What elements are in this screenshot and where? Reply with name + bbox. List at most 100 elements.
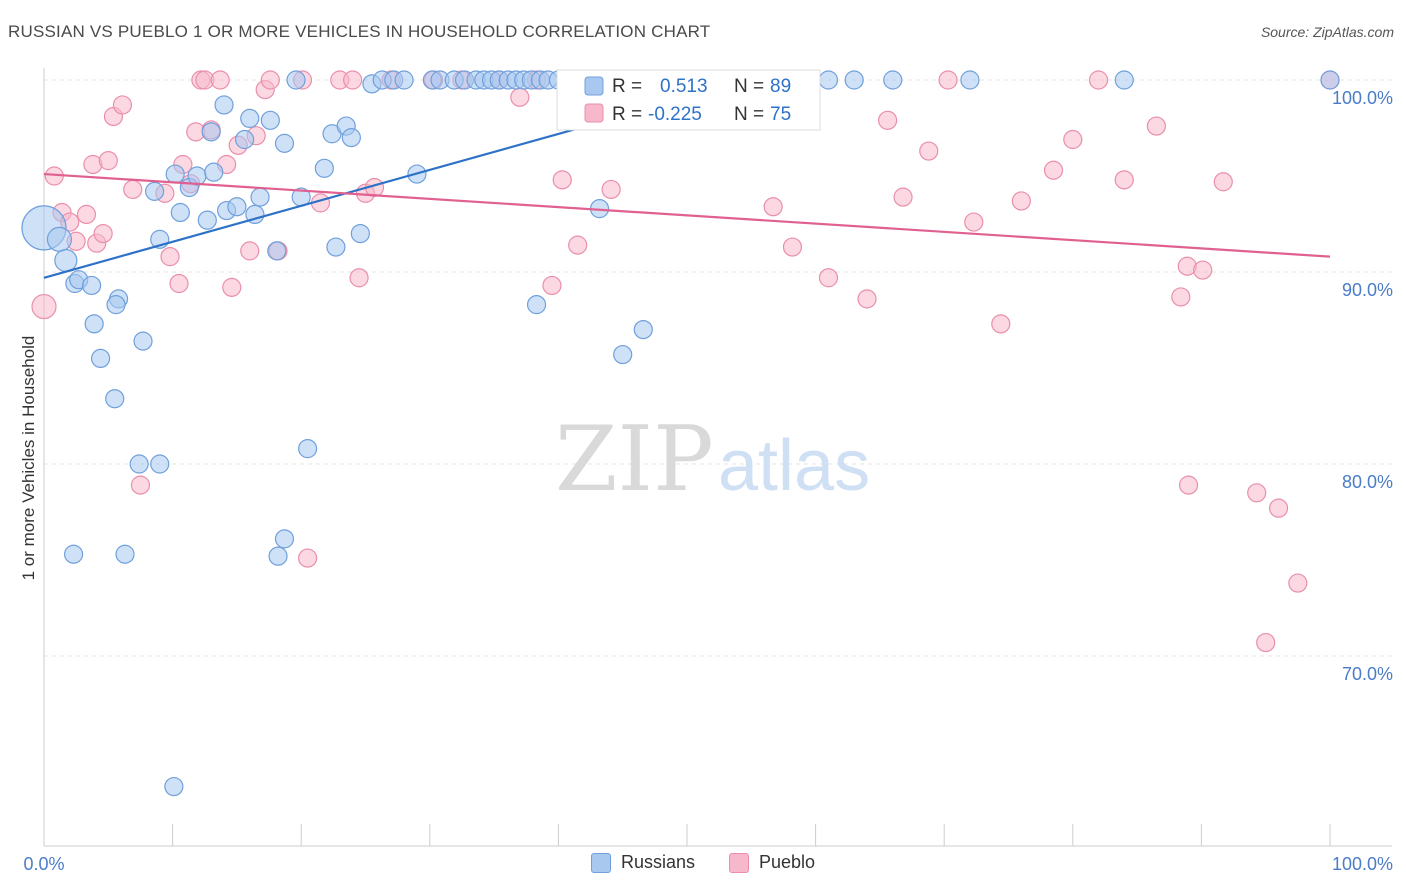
pueblo-point-0 — [31, 293, 57, 320]
russians-point-29 — [267, 241, 287, 261]
pueblo-point-75 — [1268, 498, 1289, 518]
pueblo-point-15 — [160, 247, 180, 267]
russians-point-38 — [350, 224, 370, 244]
pueblo-stat-swatch — [584, 103, 604, 123]
russians-point-37 — [341, 128, 361, 148]
russians-points — [21, 70, 1340, 797]
russians-point-23 — [227, 197, 247, 217]
russians-point-74 — [844, 70, 864, 90]
russians-point-27 — [250, 187, 270, 207]
pueblo-point-33 — [298, 548, 318, 568]
russians-point-80 — [129, 454, 149, 474]
russians-point-25 — [240, 108, 260, 129]
russians-stat-swatch — [584, 76, 604, 96]
russians-point-73 — [818, 70, 839, 90]
x-tick-label-1: 100.0% — [1332, 854, 1393, 874]
russians-point-30 — [274, 133, 295, 153]
russians-point-20 — [201, 122, 221, 142]
pueblo-point-68 — [1146, 116, 1166, 136]
russians-point-5 — [81, 275, 102, 296]
watermark: ZIP atlas — [555, 407, 870, 512]
russians-point-1 — [46, 226, 73, 252]
pueblo-point-48 — [568, 235, 588, 255]
russians-point-33 — [314, 158, 334, 178]
legend: Russians Pueblo — [0, 852, 1406, 873]
pueblo-point-64 — [1043, 160, 1064, 180]
russians-point-10 — [105, 389, 125, 409]
pueblo-point-8 — [93, 224, 113, 244]
pueblo-r-value: -0.225 — [648, 104, 702, 125]
x-tick-label-0: 0.0% — [23, 854, 64, 874]
pueblo-point-69 — [1171, 287, 1191, 307]
russians-point-12 — [144, 181, 165, 201]
pueblo-point-61 — [964, 212, 984, 232]
pueblo-point-44 — [510, 87, 530, 107]
russians-point-11 — [133, 331, 153, 351]
pueblo-r-label: R = — [612, 104, 642, 125]
pueblo-point-55 — [818, 268, 839, 288]
y-tick-label-1: 90.0% — [1342, 280, 1393, 300]
pueblo-point-30 — [260, 70, 280, 90]
russians-point-88 — [633, 320, 653, 340]
pueblo-point-77 — [1256, 632, 1276, 653]
russians-point-75 — [883, 70, 903, 90]
pueblo-points — [31, 70, 1340, 653]
y-axis-label: 1 or more Vehicles in Household — [19, 336, 38, 581]
pueblo-point-59 — [919, 141, 939, 161]
legend-item-russians[interactable]: Russians — [590, 852, 695, 873]
legend-label-russians: Russians — [620, 852, 695, 872]
pueblo-point-65 — [1063, 129, 1083, 150]
russians-point-87 — [526, 295, 547, 315]
pueblo-point-13 — [130, 475, 151, 495]
russians-point-85 — [298, 439, 318, 459]
russians-point-42 — [394, 70, 414, 90]
chart-title: RUSSIAN VS PUEBLO 1 OR MORE VEHICLES IN … — [8, 22, 711, 41]
y-tick-label-2: 80.0% — [1342, 472, 1393, 492]
pueblo-point-72 — [1213, 172, 1233, 192]
russians-n-label: N = — [734, 76, 764, 97]
russians-point-17 — [187, 166, 207, 186]
russians-r-value: 0.513 — [660, 76, 708, 97]
russians-point-28 — [260, 110, 280, 130]
russians-point-83 — [268, 546, 288, 566]
pueblo-point-67 — [1114, 170, 1134, 190]
pueblo-point-74 — [1247, 483, 1267, 503]
pueblo-point-16 — [169, 273, 189, 294]
russians-point-84 — [274, 529, 295, 549]
russians-point-79 — [150, 454, 170, 474]
russians-point-86 — [164, 776, 184, 797]
russians-r-label: R = — [612, 76, 642, 97]
russians-point-19 — [204, 162, 224, 182]
legend-swatch-pueblo — [728, 852, 749, 873]
pueblo-point-63 — [1011, 191, 1031, 211]
pueblo-point-56 — [857, 289, 877, 309]
pueblo-point-60 — [938, 70, 958, 90]
tick-labels: 100.0% 90.0% 80.0% 70.0% 0.0% 100.0% — [23, 88, 1393, 874]
pueblo-point-73 — [1178, 475, 1199, 495]
watermark-atlas: atlas — [718, 426, 870, 506]
russians-point-26 — [245, 204, 265, 224]
russians-point-15 — [170, 202, 190, 223]
russians-point-6 — [84, 314, 104, 334]
pueblo-point-49 — [601, 179, 621, 200]
legend-item-pueblo[interactable]: Pueblo — [728, 852, 816, 873]
pueblo-point-46 — [542, 275, 562, 296]
pueblo-n-label: N = — [734, 104, 764, 125]
russians-n-value: 89 — [770, 76, 791, 97]
pueblo-point-11 — [112, 95, 133, 115]
source-label: Source: ZipAtlas.com — [1260, 24, 1394, 40]
pueblo-point-47 — [552, 170, 572, 190]
russians-point-76 — [960, 70, 980, 90]
legend-label-pueblo: Pueblo — [758, 852, 816, 872]
pueblo-point-37 — [349, 268, 369, 288]
pueblo-point-57 — [878, 110, 898, 130]
y-tick-label-0: 100.0% — [1332, 88, 1393, 108]
pueblo-point-58 — [893, 187, 913, 207]
russians-point-2 — [54, 248, 78, 273]
pueblo-point-62 — [991, 314, 1011, 334]
russians-point-14 — [165, 164, 185, 184]
grid-lines — [44, 79, 1392, 657]
russians-point-64 — [613, 344, 633, 365]
pueblo-point-12 — [123, 179, 143, 200]
